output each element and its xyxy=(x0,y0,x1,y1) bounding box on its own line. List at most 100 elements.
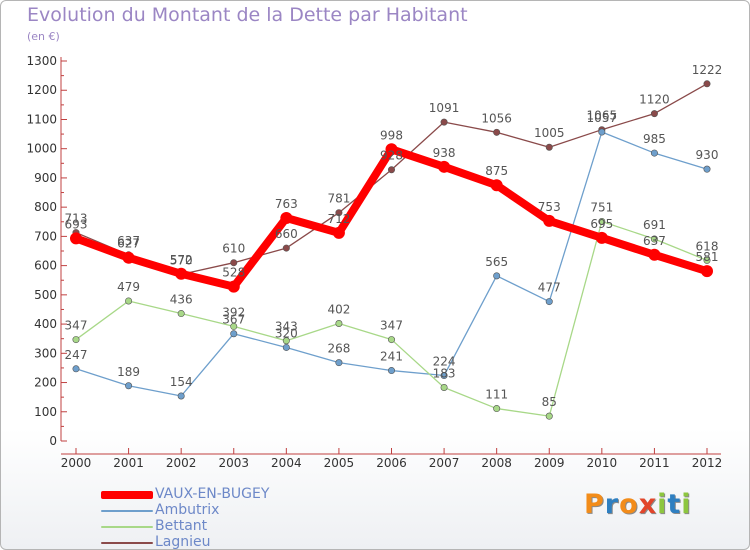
data-point xyxy=(72,365,80,373)
data-point xyxy=(335,319,343,327)
data-label: 637 xyxy=(117,234,140,248)
data-point xyxy=(282,337,290,345)
data-label: 111 xyxy=(485,388,508,402)
data-point xyxy=(490,179,503,192)
data-label: 695 xyxy=(590,217,613,231)
data-label: 693 xyxy=(65,217,88,231)
data-label: 247 xyxy=(65,348,88,362)
data-label: 781 xyxy=(327,192,350,206)
x-tick-label: 2000 xyxy=(61,456,92,470)
x-tick-label: 2010 xyxy=(587,456,618,470)
brand-letter: t xyxy=(667,489,682,520)
data-label: 343 xyxy=(275,320,298,334)
legend-label: Lagnieu xyxy=(155,534,211,550)
brand-letter: i xyxy=(681,489,692,520)
y-tick-label: 1300 xyxy=(26,54,57,68)
y-tick-label: 500 xyxy=(34,288,57,302)
brand-logo: Proxiti xyxy=(584,489,692,520)
x-tick-label: 2002 xyxy=(166,456,197,470)
legend-label: Ambutrix xyxy=(155,502,220,518)
data-label: 1065 xyxy=(587,109,618,123)
x-tick-label: 2009 xyxy=(534,456,565,470)
data-label: 928 xyxy=(380,149,403,163)
y-tick-label: 600 xyxy=(34,259,57,273)
data-point xyxy=(282,343,290,351)
data-point xyxy=(230,322,238,330)
data-point xyxy=(387,367,395,375)
data-point xyxy=(545,143,553,151)
chart-subtitle: (en €) xyxy=(27,30,60,43)
data-label: 1091 xyxy=(429,101,460,115)
data-label: 1005 xyxy=(534,126,565,140)
x-tick-label: 2007 xyxy=(429,456,460,470)
data-label: 572 xyxy=(170,253,193,267)
data-point xyxy=(703,256,711,264)
data-point xyxy=(493,272,501,280)
data-label: 875 xyxy=(485,164,508,178)
data-label: 479 xyxy=(117,280,140,294)
data-point xyxy=(703,80,711,88)
data-label: 183 xyxy=(433,367,456,381)
data-point xyxy=(650,149,658,157)
data-point xyxy=(70,232,82,245)
data-point xyxy=(701,265,713,278)
data-label: 627 xyxy=(117,237,140,251)
y-tick-label: 400 xyxy=(34,317,57,331)
data-point xyxy=(648,248,661,261)
x-tick-label: 2001 xyxy=(113,456,144,470)
data-point xyxy=(230,259,238,267)
data-point xyxy=(387,336,395,344)
y-tick-label: 900 xyxy=(34,171,57,185)
data-label: 712 xyxy=(327,212,350,226)
data-point xyxy=(493,128,501,136)
data-point xyxy=(332,226,345,239)
y-tick-label: 800 xyxy=(34,200,57,214)
data-point xyxy=(335,209,343,217)
data-point xyxy=(440,118,448,126)
y-tick-label: 1100 xyxy=(26,112,57,126)
legend-swatch xyxy=(101,542,153,544)
data-label: 224 xyxy=(433,355,456,369)
brand-letter: P xyxy=(584,489,605,520)
data-point xyxy=(545,298,553,306)
legend-label: VAUX-EN-BUGEY xyxy=(155,486,270,502)
data-label: 581 xyxy=(696,250,719,264)
data-point xyxy=(122,251,135,264)
data-label: 528 xyxy=(222,266,245,280)
brand-letter: i xyxy=(657,489,668,520)
x-tick-label: 2005 xyxy=(324,456,355,470)
data-label: 402 xyxy=(327,302,350,316)
data-point xyxy=(493,405,501,413)
y-tick-label: 1200 xyxy=(26,83,57,97)
brand-letter: x xyxy=(638,489,658,520)
data-label: 347 xyxy=(65,319,88,333)
data-point xyxy=(335,359,343,367)
data-point xyxy=(650,235,658,243)
legend-swatch xyxy=(101,491,153,499)
y-tick-label: 200 xyxy=(34,376,57,390)
data-label: 930 xyxy=(696,148,719,162)
data-label: 938 xyxy=(433,146,456,160)
chart-title: Evolution du Montant de la Dette par Hab… xyxy=(27,4,468,26)
data-point xyxy=(230,330,238,338)
data-point xyxy=(385,143,398,156)
data-point xyxy=(387,166,395,174)
data-point xyxy=(72,336,80,344)
data-label: 985 xyxy=(643,132,666,146)
data-point xyxy=(175,267,188,280)
data-label: 85 xyxy=(542,395,557,409)
data-label: 241 xyxy=(380,350,403,364)
data-label: 751 xyxy=(590,200,613,214)
data-point xyxy=(595,231,608,244)
data-point xyxy=(125,297,133,305)
y-tick-label: 1000 xyxy=(26,142,57,156)
legend-swatch xyxy=(101,510,153,512)
y-tick-label: 300 xyxy=(34,346,57,360)
data-label: 610 xyxy=(222,242,245,256)
y-tick-label: 100 xyxy=(34,405,57,419)
data-point xyxy=(440,384,448,392)
data-label: 477 xyxy=(538,281,561,295)
x-tick-label: 2003 xyxy=(218,456,249,470)
data-point xyxy=(177,310,185,318)
